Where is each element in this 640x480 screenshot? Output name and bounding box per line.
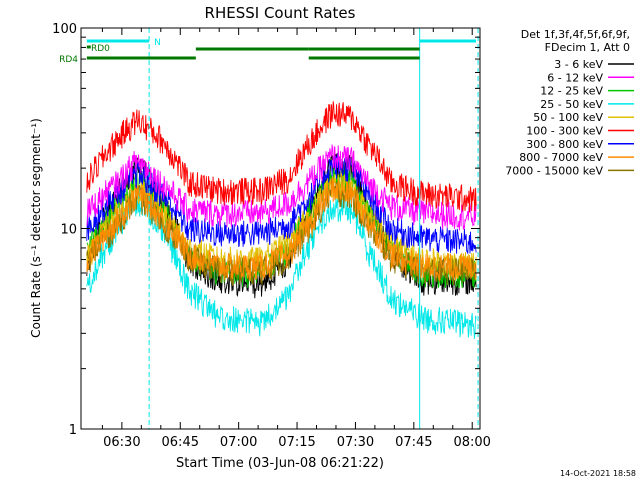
flag-label-3: RD4: [59, 55, 78, 65]
legend-label-5: 100 - 300 keV: [526, 125, 603, 138]
legend-label-3: 25 - 50 keV: [540, 98, 603, 111]
x-tick-label-4: 07:30: [337, 435, 374, 450]
series-line-8: [86, 177, 477, 287]
legend-header-1: FDecim 1, Att 0: [545, 41, 630, 54]
y-tick-label-1: 10: [60, 223, 77, 238]
y-tick-label-2: 100: [52, 22, 77, 37]
legend-label-8: 7000 - 15000 keV: [505, 164, 603, 177]
footer-timestamp: 14-Oct-2021 18:58: [560, 469, 636, 478]
x-tick-label-2: 07:00: [220, 435, 257, 450]
x-tick-label-0: 06:30: [103, 435, 140, 450]
x-axis-label: Start Time (03-Jun-08 06:21:22): [176, 456, 384, 471]
x-tick-label-5: 07:45: [395, 435, 432, 450]
flag-label-1: RD0: [91, 44, 110, 54]
x-tick-label-6: 08:00: [453, 435, 490, 450]
series-line-7: [86, 176, 477, 283]
legend-label-6: 300 - 800 keV: [526, 138, 603, 151]
x-tick-label-1: 06:45: [162, 435, 199, 450]
chart-title: RHESSI Count Rates: [205, 4, 356, 22]
axes: 06:30 06:45 07:00 07:15 07:30 07:45 08:00 1 10 10…: [52, 22, 491, 450]
y-axis-label: Count Rate (s⁻¹ detector segment⁻¹): [29, 118, 43, 338]
legend-label-7: 800 - 7000 keV: [519, 151, 603, 164]
legend-label-1: 6 - 12 keV: [547, 71, 603, 84]
x-tick-label-3: 07:15: [278, 435, 315, 450]
y-tick-label-0: 1: [69, 423, 77, 438]
flag-label-0: N: [154, 38, 161, 48]
plot-content: N RD0 RD4: [59, 28, 479, 429]
legend: Det 1f,3f,4f,5f,6f,9f,FDecim 1, Att 0 3 -…: [505, 28, 634, 177]
legend-label-4: 50 - 100 keV: [533, 111, 603, 124]
legend-label-0: 3 - 6 keV: [554, 58, 603, 71]
legend-header-0: Det 1f,3f,4f,5f,6f,9f,: [521, 28, 630, 41]
series-line-1: [86, 144, 477, 231]
series-line-5: [86, 101, 477, 213]
legend-label-2: 12 - 25 keV: [540, 85, 603, 98]
